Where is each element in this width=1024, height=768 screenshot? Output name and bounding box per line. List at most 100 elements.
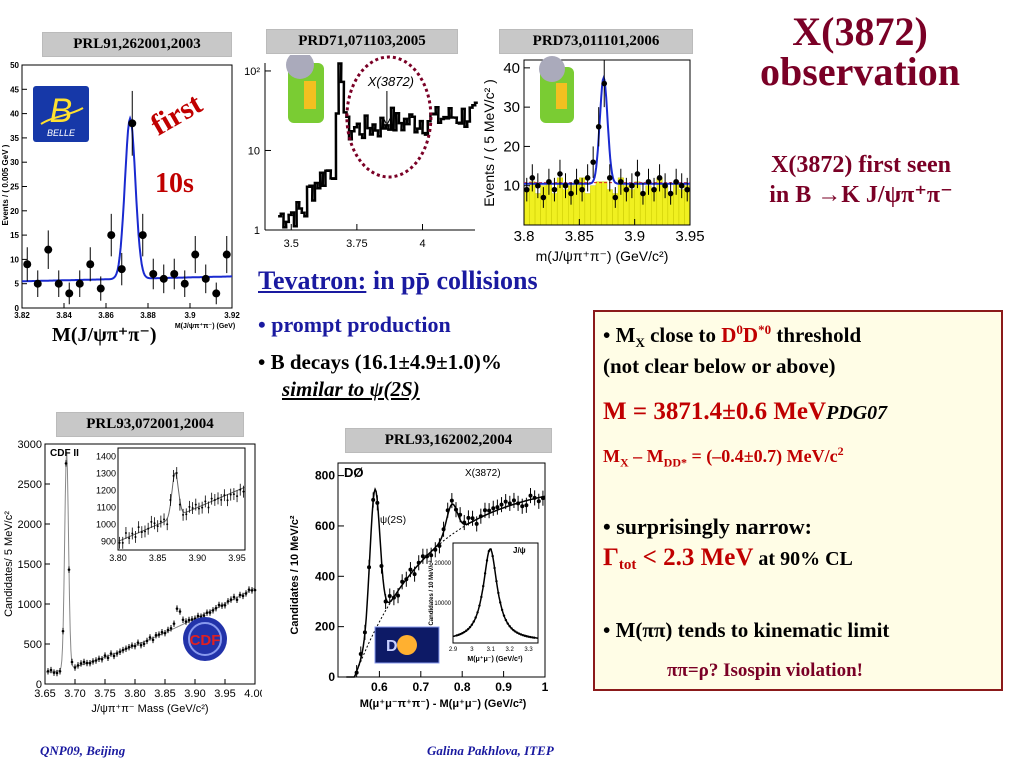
d0-data-point: [520, 504, 525, 509]
d0-annotation-x3872: X(3872): [465, 468, 501, 479]
d0-inset-point: [468, 625, 472, 629]
belle-xtick-label: 3.86: [98, 311, 114, 320]
prd73-data-point: [606, 175, 613, 181]
svg-text:D: D: [386, 638, 398, 655]
cdf-inset-point: [201, 506, 204, 509]
prd73-ytick-label: 20: [503, 138, 520, 155]
belle-data-point: [180, 279, 189, 288]
prd73-data-point: [618, 178, 624, 185]
cdf-inset-ytick-label: 900: [101, 537, 116, 547]
cdf-inset-ytick-label: 1300: [96, 469, 116, 479]
info-line-4: MX – MDD* = (–0.4±0.7) MeV/c2: [603, 444, 844, 470]
belle-data-point: [96, 284, 105, 293]
tevatron-bullet-1: • prompt production: [258, 312, 451, 337]
d0-xtick-label: 0.7: [412, 680, 429, 694]
cdf-inset-point: [226, 499, 229, 502]
prd71-arrow-head: [382, 116, 392, 127]
d0-inset-point: [517, 632, 521, 635]
belle-ytick-label: 50: [10, 61, 19, 70]
cdf-inset-point: [210, 497, 213, 500]
d0-inset-point: [455, 634, 458, 637]
cdf-data-point: [253, 588, 257, 592]
d0-inset-point: [491, 554, 494, 558]
d0-data-point: [524, 503, 529, 508]
belle-ytick-label: 40: [10, 110, 19, 119]
footer-left: QNP09, Beijing: [40, 743, 126, 758]
prd73-ylabel: Events / ( 5 MeV/c² ): [481, 79, 497, 207]
cdf-data-point: [76, 664, 80, 667]
cdf-data-point: [190, 618, 194, 621]
cdf-ytick-label: 2500: [18, 479, 42, 491]
belle-ytick-label: 20: [10, 207, 19, 216]
d0-chart: 0 200 400 600 800 0.6 0.7 0.8 0.9 1 Candidates / 1…: [289, 462, 549, 710]
d0-inset-point: [497, 591, 500, 595]
cdf-label: CDF II: [50, 448, 79, 459]
cdf-logo-icon: CDF: [183, 617, 227, 661]
d0-inset-point: [527, 635, 530, 638]
d0-data-point: [474, 521, 479, 526]
cdf-xtick-label: 4.00: [244, 688, 262, 700]
d0-inset-point: [457, 633, 460, 636]
cdf-inset-point: [213, 498, 216, 501]
prd73-bg-bar: [595, 181, 602, 226]
cdf-inset-point: [163, 518, 166, 521]
cdf-inset-point: [118, 541, 121, 544]
cdf-data-point: [154, 633, 158, 637]
prd73-xtick-label: 3.9: [624, 228, 645, 245]
d0-data-point: [453, 507, 458, 512]
prd73-data-point: [629, 182, 635, 189]
info-box: • MX close to D0D*0 threshold (not clear…: [593, 310, 1003, 691]
cdf-data-point: [160, 630, 164, 634]
cdf-ytick-label: 3000: [18, 439, 42, 451]
svg-text:CDF: CDF: [190, 632, 221, 649]
d0-data-point: [437, 543, 442, 548]
d0-fit-curve: [346, 487, 546, 678]
cdf-inset-ytick-label: 1400: [96, 452, 116, 462]
cdf-inset-point: [182, 513, 185, 516]
belle-data-point: [170, 269, 179, 278]
prd73-chart: 10 20 30 40 3.8 3.85 3.9 3.95 Events / ( 5 MeV/c…: [481, 56, 705, 264]
prd73-data-point: [684, 186, 691, 193]
prd73-data-point: [590, 159, 596, 165]
tevatron-bullet-2: • B decays (16.1±4.9±1.0)%: [258, 350, 502, 374]
prd71-xtick-label: 3.75: [346, 238, 367, 250]
cdf-data-point: [214, 606, 218, 610]
d0-data-point: [499, 502, 504, 507]
d0-inset-point: [478, 604, 481, 607]
d0-inset-point: [461, 631, 464, 635]
d0-data-point: [371, 497, 376, 502]
cdf-inset-point: [140, 531, 143, 534]
cdf-data-point: [136, 641, 140, 644]
cdf-xtick-label: 3.70: [64, 688, 85, 700]
d0-data-point: [449, 498, 454, 503]
cdf-data-point: [181, 618, 185, 622]
cdf-inset-ytick-label: 1200: [96, 486, 116, 496]
cdf-ytick-label: 0: [36, 679, 42, 691]
d0-data-point: [441, 527, 446, 532]
prd73-data-point: [645, 178, 652, 185]
d0-xlabel: M(μ⁺μ⁻π⁺π⁻) - M(μ⁺μ⁻) (GeV/c²): [360, 698, 527, 710]
d0-inset-point: [482, 584, 485, 588]
belle-data-point: [138, 231, 147, 240]
cdf-data-point: [112, 654, 116, 658]
d0-inset-point: [476, 611, 479, 614]
d0-data-point: [433, 547, 438, 552]
cdf-inset-point: [223, 494, 226, 497]
cdf-inset-point: [166, 523, 169, 526]
prd71-ytick-label: 1: [254, 225, 260, 237]
cdf-data-point: [244, 592, 248, 595]
d0-inset-point: [504, 618, 508, 622]
cdf-data-point: [196, 614, 200, 618]
cdf-data-point: [202, 614, 206, 617]
prd73-data-point: [579, 186, 585, 193]
mascot-icon: [539, 56, 574, 123]
cdf-inset-point: [232, 493, 235, 496]
cdf-inset-fit: [117, 472, 246, 542]
d0-data-point: [429, 553, 434, 558]
prd73-data-point: [562, 182, 569, 189]
cdf-data-point: [70, 660, 74, 664]
d0-inset-point: [487, 549, 491, 553]
cdf-data-point: [142, 642, 146, 646]
d0-ylabel: Candidates / 10 MeV/c²: [289, 515, 301, 635]
cdf-inset-point: [217, 497, 220, 500]
